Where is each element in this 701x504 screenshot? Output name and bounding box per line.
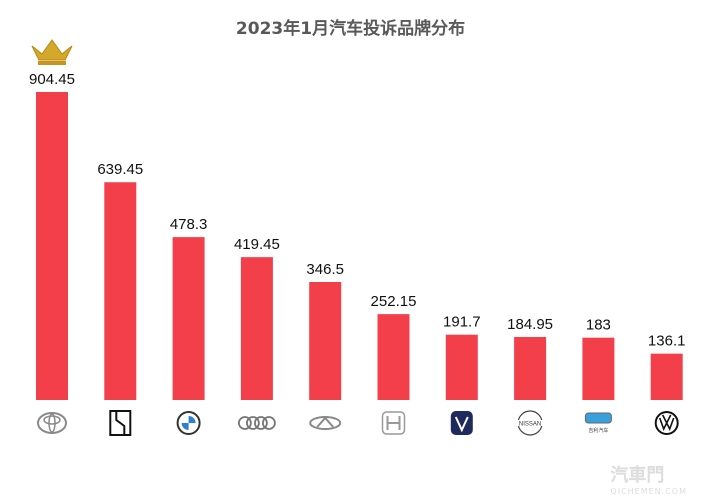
bar-toyota — [36, 92, 68, 400]
bmw-logo-icon — [176, 411, 201, 435]
data-label: 639.45 — [97, 161, 143, 178]
changan-logo-icon — [450, 411, 473, 435]
watermark-name: 汽車門 — [610, 465, 665, 486]
crown-icon — [31, 39, 73, 65]
bar-changan — [445, 334, 478, 400]
li-auto-logo-icon — [109, 410, 132, 436]
chart-title: 2023年1月汽车投诉品牌分布 — [235, 19, 466, 39]
svg-text:吉利汽车: 吉利汽车 — [588, 427, 608, 434]
data-label: 252.15 — [371, 293, 417, 310]
bar-volkswagen — [650, 353, 683, 400]
data-label: 478.3 — [170, 216, 208, 233]
audi-logo-icon — [237, 416, 276, 430]
toyota-logo-icon — [37, 412, 67, 434]
geely-logo-icon: 吉利汽车 — [584, 412, 612, 434]
data-label: 183 — [586, 317, 611, 334]
data-label: 191.7 — [443, 314, 481, 331]
data-label: 346.5 — [306, 261, 344, 278]
svg-text:NISSAN: NISSAN — [519, 422, 541, 428]
bar-chery — [309, 282, 342, 400]
bar-geely — [582, 337, 615, 400]
watermark-site: QICHEMEN.COM — [610, 487, 687, 496]
bar-bmw — [172, 237, 205, 400]
bar-li-auto — [104, 182, 137, 400]
nissan-logo-icon: NISSAN — [513, 410, 548, 436]
volkswagen-logo-icon — [654, 411, 679, 435]
bar-honda — [377, 314, 410, 400]
data-label: 184.95 — [507, 316, 553, 333]
bar-nissan — [514, 337, 547, 400]
honda-logo-icon — [381, 411, 406, 435]
chery-logo-icon — [309, 416, 342, 430]
data-label: 904.45 — [29, 71, 75, 88]
data-label: 419.45 — [234, 236, 280, 253]
watermark: 汽車門 QICHEMEN.COM — [610, 461, 687, 496]
bar-audi — [240, 257, 273, 400]
data-label: 136.1 — [648, 333, 686, 350]
